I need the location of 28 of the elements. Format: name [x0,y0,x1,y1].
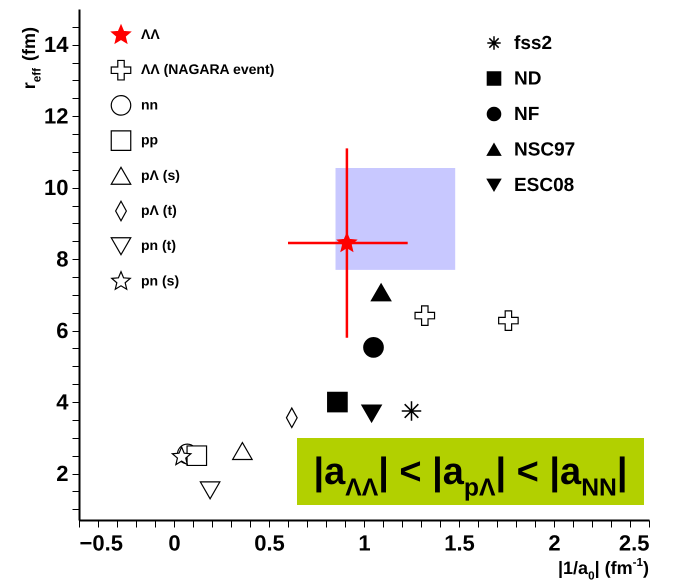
legend-label: NSC97 [514,140,576,160]
x-tick-label: 0.5 [254,530,285,556]
y-tick-label: 10 [44,175,68,200]
x-tick-label: 1.5 [444,530,475,556]
legend-label: pΛ (t) [141,202,177,218]
legend-label: ΛΛ [141,26,160,42]
legend-label: pn (s) [141,272,180,288]
x-tick-label: 2.5 [618,530,650,556]
y-tick-label: 2 [56,461,68,486]
y-axis-title: reff (fm) [19,26,44,90]
x-tick-label: −0.5 [80,530,123,556]
x-tick-label: 0 [168,530,181,556]
legend-label: pp [141,132,158,148]
y-tick-label: 14 [44,32,70,58]
legend-label: ND [514,68,542,90]
legend-label: nn [141,96,158,112]
y-tick-label: 8 [56,246,68,272]
y-tick-label: 6 [56,318,68,344]
legend-label: fss2 [514,33,552,54]
y-tick-label: 4 [56,390,70,415]
x-tick-label: 1 [358,530,371,556]
legend-label: pΛ (s) [141,166,180,183]
legend-label: ESC08 [514,175,574,196]
y-tick-label: 12 [44,104,68,129]
legend-label: NF [514,104,540,125]
legend-label: ΛΛ (NAGARA event) [141,61,274,78]
x-tick-label: 2 [548,530,561,556]
legend-label: pn (t) [141,237,176,254]
